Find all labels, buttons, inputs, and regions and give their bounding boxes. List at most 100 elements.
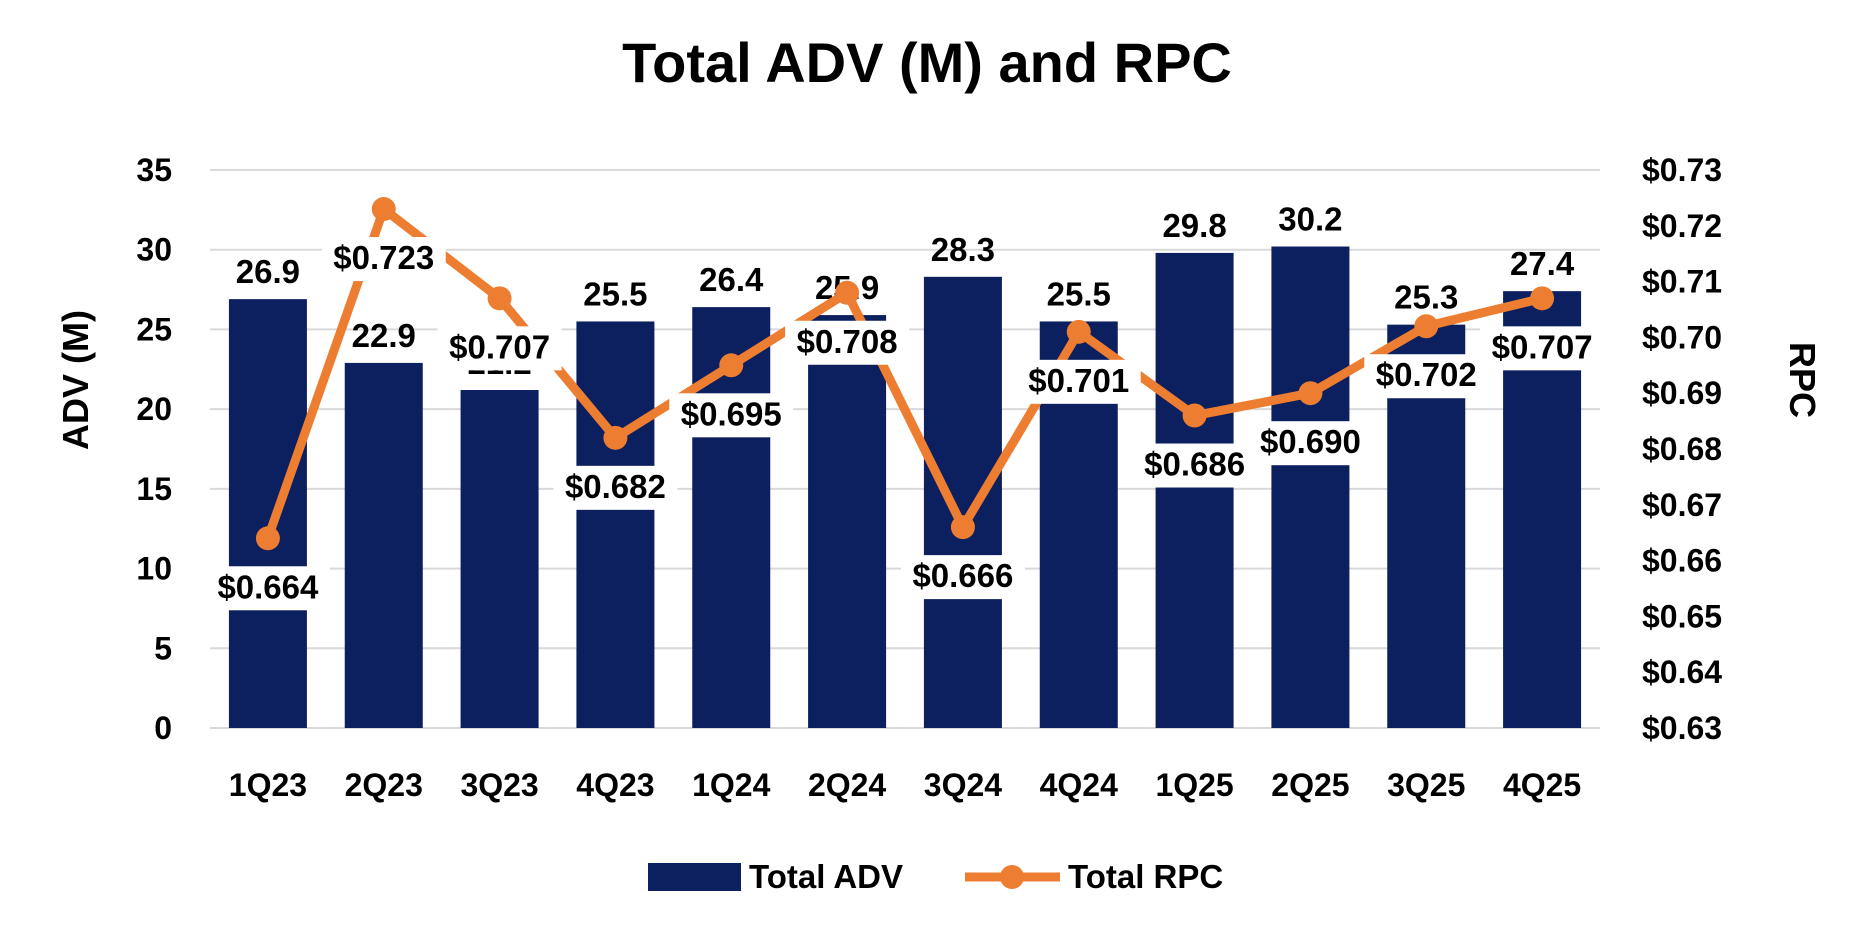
x-tick-label: 3Q23	[460, 767, 538, 803]
line-data-label: $0.702	[1376, 356, 1477, 393]
rpc-point	[487, 286, 512, 311]
line-label-box	[1364, 354, 1489, 399]
left-tick-label: 20	[136, 391, 172, 427]
bar-data-label: 26.9	[236, 253, 300, 290]
line-data-label: $0.666	[912, 557, 1013, 594]
line-label-box	[321, 237, 446, 282]
rpc-point	[371, 197, 396, 222]
left-y-axis: 0 5 10 15 20 25 30 35	[136, 152, 172, 746]
left-tick-label: 10	[136, 551, 172, 587]
line-label-box	[1132, 443, 1257, 488]
rpc-point	[603, 425, 628, 450]
rpc-point	[1066, 319, 1091, 344]
right-tick-label: $0.72	[1642, 208, 1722, 244]
bar-data-labels: 26.922.921.225.526.425.928.325.529.830.2…	[236, 201, 1575, 381]
line-label-box	[785, 320, 910, 365]
x-tick-label: 1Q25	[1155, 767, 1233, 803]
line-label-box	[1480, 326, 1605, 371]
line-data-label: $0.695	[681, 395, 782, 432]
bar-data-label: 27.4	[1510, 245, 1575, 282]
line-data-label: $0.708	[797, 323, 898, 360]
bar-data-label: 25.5	[583, 275, 647, 312]
x-tick-label: 2Q25	[1271, 767, 1349, 803]
x-tick-label: 2Q24	[808, 767, 886, 803]
bar-series-total-adv	[228, 246, 1582, 729]
rpc-point	[719, 353, 744, 378]
left-axis-label: ADV (M)	[55, 310, 96, 450]
line-data-label: $0.690	[1260, 423, 1361, 460]
rpc-point	[835, 280, 860, 305]
bar-data-label: 22.9	[352, 317, 416, 354]
x-tick-label: 1Q24	[692, 767, 770, 803]
rpc-point	[950, 515, 975, 540]
line-data-label: $0.701	[1028, 362, 1129, 399]
rpc-point	[1298, 381, 1323, 406]
rpc-point	[1414, 314, 1439, 339]
legend: Total ADV Total RPC	[648, 858, 1223, 895]
x-tick-label: 4Q25	[1503, 767, 1581, 803]
line-data-label: $0.707	[1492, 328, 1593, 365]
bar	[808, 315, 887, 728]
bar	[1271, 246, 1350, 729]
right-tick-label: $0.71	[1642, 264, 1722, 300]
rpc-point	[1182, 403, 1207, 428]
line-data-label: $0.723	[333, 239, 434, 276]
rpc-point	[255, 526, 280, 551]
line-series-total-rpc	[255, 197, 1555, 551]
rpc-point	[1530, 286, 1555, 311]
right-tick-label: $0.66	[1642, 543, 1722, 579]
legend-marker-total-rpc	[1000, 865, 1024, 889]
right-tick-label: $0.73	[1642, 152, 1722, 188]
chart-title: Total ADV (M) and RPC	[622, 31, 1232, 94]
line-data-label: $0.682	[565, 468, 666, 505]
x-tick-label: 4Q23	[576, 767, 654, 803]
bar	[460, 390, 539, 728]
bar	[228, 299, 307, 728]
bar	[576, 321, 655, 728]
x-tick-label: 2Q23	[345, 767, 423, 803]
right-tick-label: $0.65	[1642, 598, 1722, 634]
bar	[923, 276, 1002, 728]
x-axis: 1Q23 2Q23 3Q23 4Q23 1Q24 2Q24 3Q24 4Q24 1Q25 2Q25…	[229, 767, 1581, 803]
right-tick-label: $0.67	[1642, 487, 1722, 523]
left-tick-label: 25	[136, 311, 172, 347]
line-label-box	[669, 393, 794, 438]
bar-data-label: 26.4	[699, 261, 764, 298]
line-label-box	[1248, 421, 1373, 466]
left-tick-label: 30	[136, 232, 172, 268]
x-tick-label: 3Q24	[924, 767, 1002, 803]
right-tick-label: $0.68	[1642, 431, 1722, 467]
bar-data-label: 25.5	[1047, 275, 1111, 312]
right-tick-label: $0.70	[1642, 319, 1722, 355]
x-tick-label: 3Q25	[1387, 767, 1465, 803]
legend-swatch-total-adv	[648, 863, 741, 891]
line-label-box	[437, 326, 562, 371]
line-label-box	[553, 465, 678, 510]
right-y-axis: $0.63 $0.64 $0.65 $0.66 $0.67 $0.68 $0.69 $0.70…	[1642, 152, 1722, 746]
x-tick-label: 4Q24	[1040, 767, 1118, 803]
left-tick-label: 35	[136, 152, 172, 188]
line-label-box	[1016, 359, 1141, 404]
bar-data-label: 30.2	[1278, 201, 1342, 238]
line-label-box	[205, 566, 330, 611]
line-data-label: $0.686	[1144, 446, 1245, 483]
line-data-label: $0.707	[449, 328, 550, 365]
left-tick-label: 0	[154, 710, 172, 746]
legend-label-total-adv: Total ADV	[749, 858, 903, 895]
rpc-line	[263, 204, 1544, 540]
left-tick-label: 15	[136, 471, 172, 507]
x-tick-label: 1Q23	[229, 767, 307, 803]
line-data-labels: $0.664 $0.723 $0.707 $0.682 $0.695 $0.708 $0.6…	[205, 237, 1605, 611]
line-label-box	[900, 555, 1025, 600]
right-tick-label: $0.64	[1642, 654, 1722, 690]
right-tick-label: $0.63	[1642, 710, 1722, 746]
line-data-label: $0.664	[217, 568, 319, 605]
bar	[344, 362, 423, 728]
right-axis-label: RPC	[1782, 342, 1823, 418]
bar-data-label: 29.8	[1162, 207, 1226, 244]
right-tick-label: $0.69	[1642, 375, 1722, 411]
bar	[1155, 252, 1234, 728]
left-tick-label: 5	[154, 630, 172, 666]
